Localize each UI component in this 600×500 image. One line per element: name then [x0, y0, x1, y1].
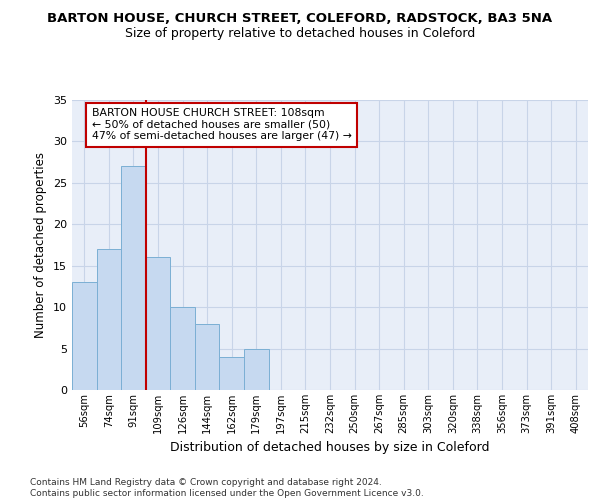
Bar [220, 357, 244, 390]
Text: Contains HM Land Registry data © Crown copyright and database right 2024.
Contai: Contains HM Land Registry data © Crown c… [30, 478, 424, 498]
Text: Size of property relative to detached houses in Coleford: Size of property relative to detached ho… [125, 28, 475, 40]
Bar [121, 166, 146, 390]
Bar [244, 348, 269, 390]
Bar [195, 324, 220, 390]
Text: BARTON HOUSE, CHURCH STREET, COLEFORD, RADSTOCK, BA3 5NA: BARTON HOUSE, CHURCH STREET, COLEFORD, R… [47, 12, 553, 26]
Bar [97, 249, 121, 390]
Y-axis label: Number of detached properties: Number of detached properties [34, 152, 47, 338]
Bar [72, 282, 97, 390]
Bar [146, 258, 170, 390]
Text: BARTON HOUSE CHURCH STREET: 108sqm
← 50% of detached houses are smaller (50)
47%: BARTON HOUSE CHURCH STREET: 108sqm ← 50%… [92, 108, 352, 142]
X-axis label: Distribution of detached houses by size in Coleford: Distribution of detached houses by size … [170, 442, 490, 454]
Bar [170, 307, 195, 390]
